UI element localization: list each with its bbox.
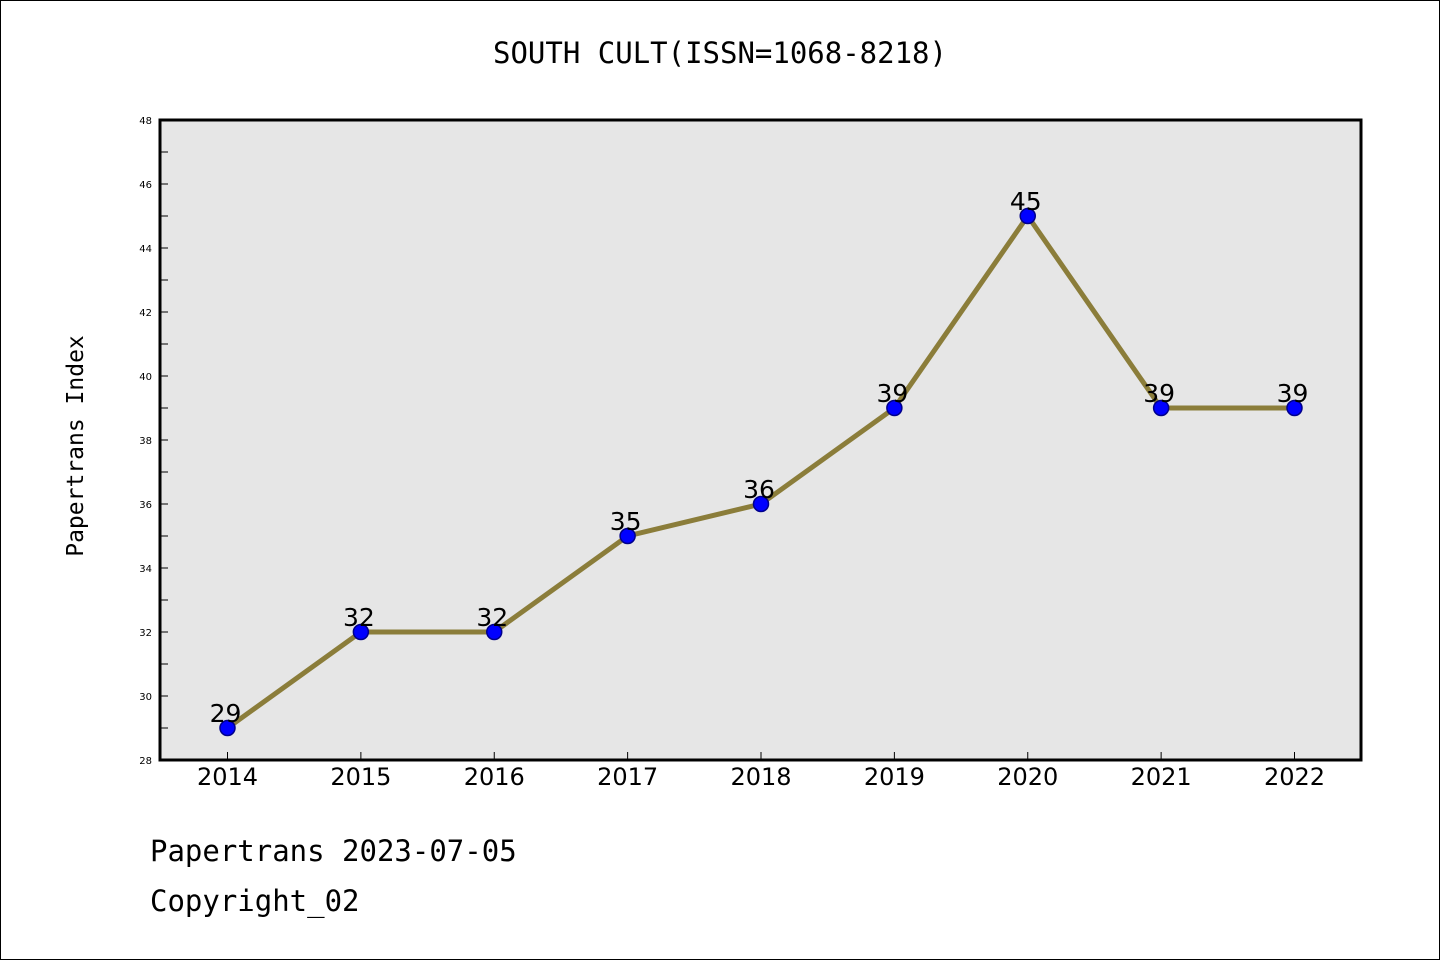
data-labels: 29 32 32 35 36 39 45 39 39 <box>210 187 1309 728</box>
y-tick-label: 48 <box>139 116 152 127</box>
x-tick-label: 2022 <box>1264 763 1325 791</box>
chart-title: SOUTH CULT(ISSN=1068-8218) <box>493 36 947 70</box>
x-tick-label: 2021 <box>1131 763 1192 791</box>
data-point <box>619 527 636 545</box>
y-tick-label: 36 <box>139 500 152 511</box>
data-point <box>752 495 770 513</box>
data-label: 39 <box>876 379 908 408</box>
x-tick-label: 2017 <box>597 763 658 791</box>
x-tick-label: 2014 <box>197 763 258 791</box>
y-tick-label: 44 <box>139 244 152 255</box>
data-point <box>1286 399 1303 417</box>
data-label: 35 <box>610 507 642 536</box>
y-tick-label: 38 <box>139 436 152 447</box>
y-tick-label: 42 <box>139 308 152 319</box>
footer-copyright: Copyright_02 <box>150 884 360 918</box>
data-label: 39 <box>1143 379 1175 408</box>
y-tick-label: 40 <box>139 372 152 383</box>
footer-date: Papertrans 2023-07-05 <box>150 834 517 868</box>
data-point <box>1152 399 1170 417</box>
data-label: 39 <box>1277 379 1309 408</box>
data-label: 45 <box>1010 187 1042 216</box>
x-tick-label: 2015 <box>330 763 391 791</box>
x-axis: 2014 2015 2016 2017 2018 2019 2020 2021 2022 <box>197 752 1325 791</box>
x-tick-label: 2019 <box>864 763 925 791</box>
data-point <box>1019 207 1036 225</box>
x-tick-label: 2018 <box>730 763 791 791</box>
plot-area <box>160 120 1361 760</box>
data-label: 32 <box>343 603 375 632</box>
y-tick-label: 32 <box>139 628 152 639</box>
data-point <box>486 623 503 641</box>
data-markers <box>219 207 1303 737</box>
y-tick-label: 34 <box>139 564 152 575</box>
data-label: 32 <box>476 603 508 632</box>
plot-border <box>158 118 1363 762</box>
data-point <box>352 623 370 641</box>
x-tick-label: 2016 <box>464 763 525 791</box>
x-tick-label: 2020 <box>997 763 1058 791</box>
y-tick-label: 30 <box>139 692 152 703</box>
data-point <box>219 719 236 737</box>
y-tick-label: 46 <box>139 180 152 191</box>
data-point <box>886 399 903 417</box>
data-label: 36 <box>743 475 775 504</box>
data-label: 29 <box>210 699 242 728</box>
y-tick-label: 28 <box>139 756 152 767</box>
